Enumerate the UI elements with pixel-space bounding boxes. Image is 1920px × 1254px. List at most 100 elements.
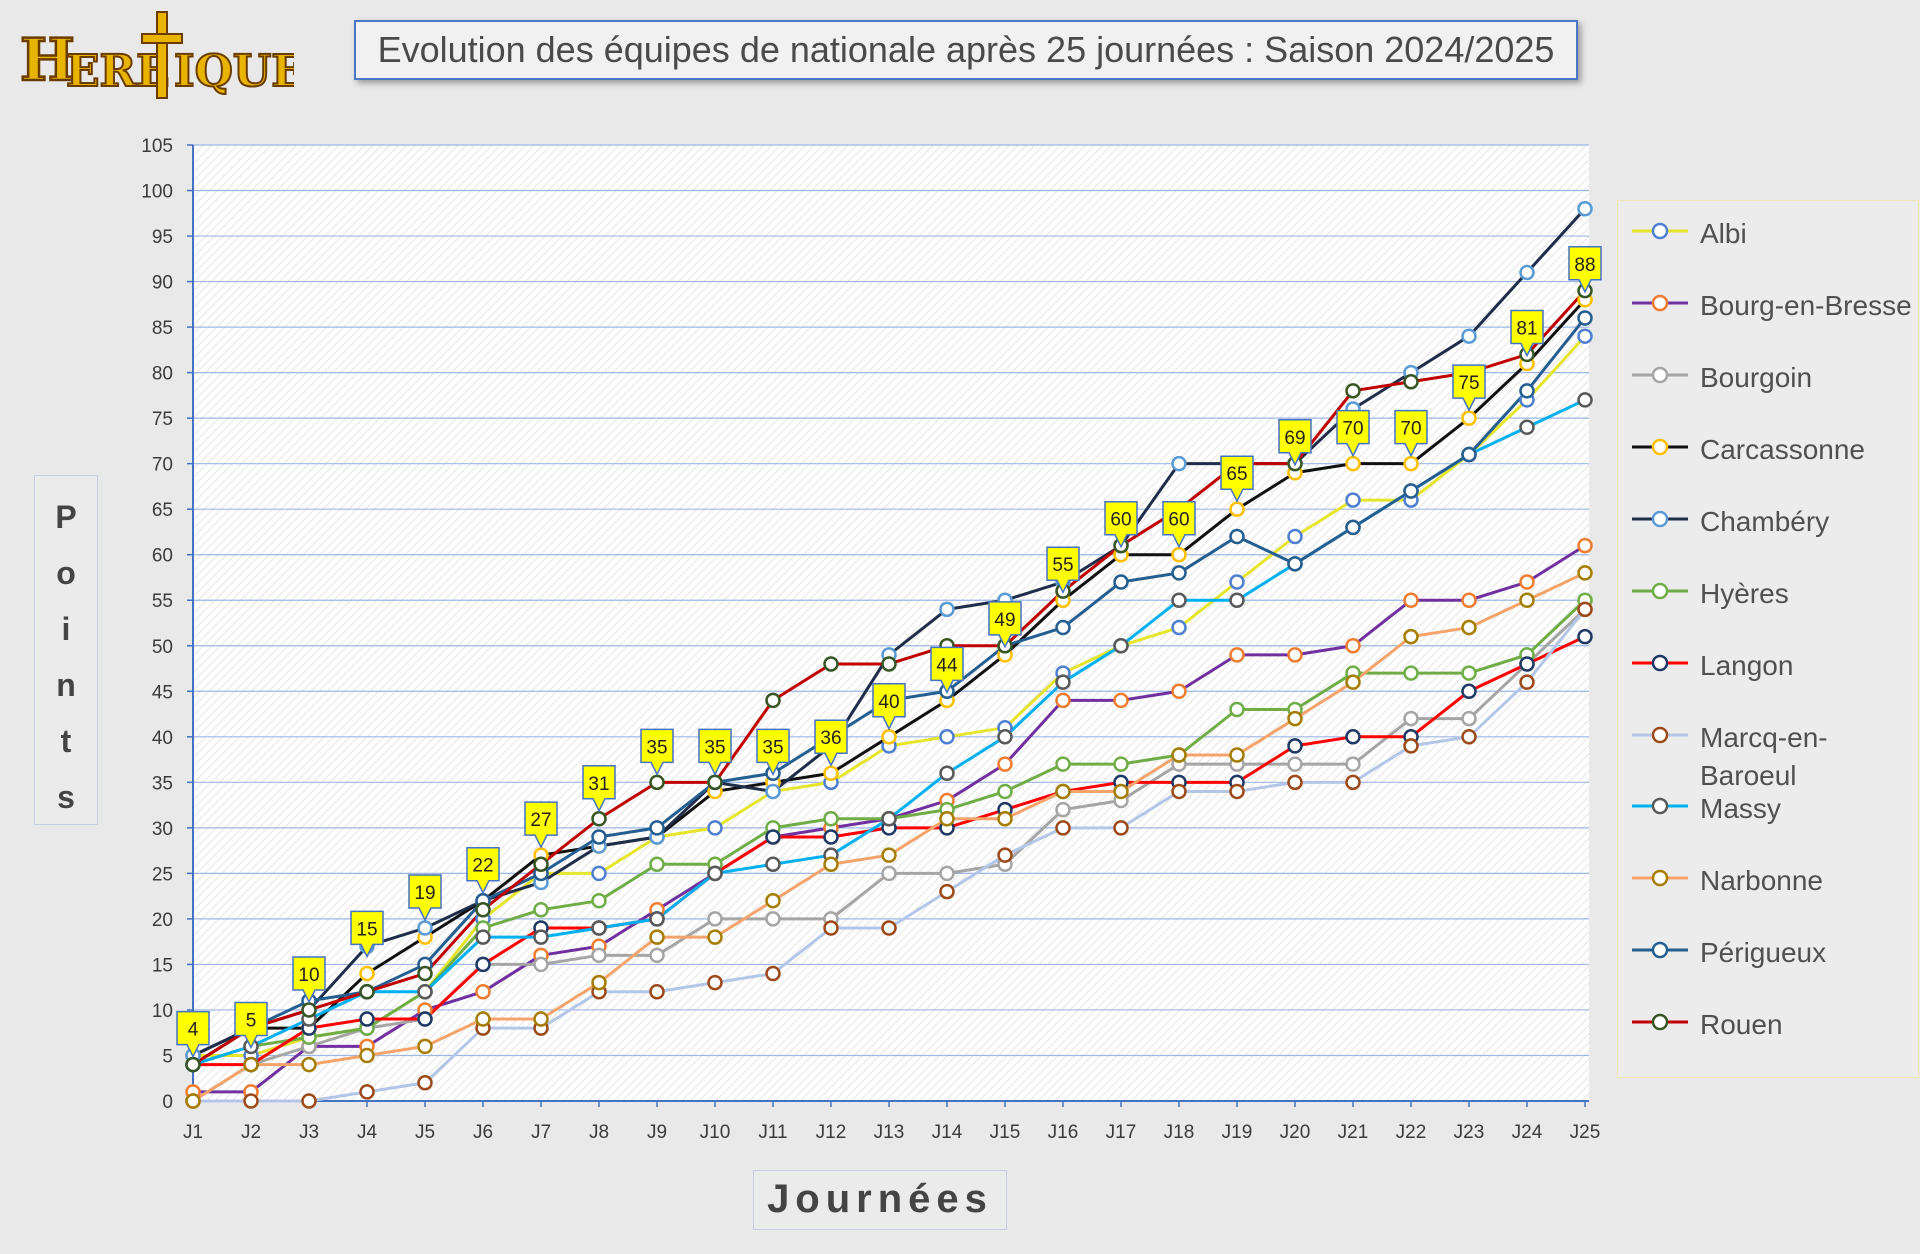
- data-point: [1287, 647, 1303, 663]
- legend-swatch: [1632, 941, 1688, 959]
- callout-box: [1336, 409, 1370, 458]
- x-tick-label: J10: [700, 1122, 731, 1143]
- data-point: [823, 856, 839, 873]
- data-point: [533, 929, 549, 945]
- data-point: [185, 1093, 201, 1109]
- y-tick-label: 95: [152, 227, 173, 248]
- data-point: [707, 820, 723, 836]
- data-point: [1519, 264, 1535, 281]
- y-tick-label: 10: [152, 1001, 173, 1022]
- data-point: [765, 829, 781, 845]
- data-point: [1461, 619, 1477, 636]
- callout-label: 22: [472, 856, 493, 877]
- data-point: [533, 902, 549, 918]
- data-point: [997, 756, 1013, 772]
- data-point: [1229, 783, 1245, 800]
- data-point: [823, 811, 839, 827]
- legend-item: Périgueux: [1628, 930, 1918, 970]
- callout-label: 40: [878, 692, 899, 713]
- data-point: [1403, 738, 1419, 754]
- callout-label: 35: [704, 737, 725, 758]
- callout-box: [1046, 546, 1080, 594]
- svg-text:H: H: [20, 26, 75, 94]
- y-tick-label: 65: [152, 500, 173, 521]
- callout-label: 69: [1284, 428, 1305, 449]
- y-tick-label: 80: [152, 364, 173, 385]
- data-point: [649, 820, 665, 836]
- x-axis-title: Journées: [767, 1177, 993, 1221]
- data-point: [765, 783, 781, 800]
- data-point: [881, 656, 897, 672]
- x-tick-label: J24: [1512, 1122, 1543, 1143]
- legend-item: Albi: [1628, 211, 1918, 251]
- data-point: [707, 865, 723, 882]
- y-tick-label: 25: [152, 864, 173, 885]
- data-point: [591, 947, 607, 964]
- y-axis-title-letter: n: [56, 667, 76, 703]
- callout-box: [1452, 364, 1486, 412]
- data-point: [1519, 383, 1535, 399]
- data-point: [243, 1056, 259, 1073]
- data-point: [1113, 638, 1129, 654]
- x-tick-label: J8: [589, 1122, 609, 1143]
- data-point: [1577, 328, 1593, 344]
- data-point: [1403, 483, 1419, 499]
- data-point: [1403, 373, 1419, 390]
- data-point: [1287, 738, 1303, 754]
- x-tick-label: J16: [1048, 1122, 1079, 1143]
- data-point: [1345, 519, 1361, 536]
- legend-swatch: [1632, 797, 1688, 815]
- callout-box: [640, 728, 674, 777]
- legend-swatch: [1632, 869, 1688, 887]
- callout-label: 15: [356, 919, 377, 940]
- data-point: [1345, 674, 1361, 690]
- callout-label: 44: [936, 655, 958, 676]
- data-point: [1461, 446, 1477, 463]
- x-tick-label: J23: [1454, 1122, 1485, 1143]
- data-point: [1171, 783, 1187, 800]
- callout-label: 4: [188, 1020, 199, 1041]
- data-point: [1403, 628, 1419, 645]
- x-tick-label: J25: [1570, 1122, 1601, 1143]
- data-point: [1461, 665, 1477, 681]
- legend: Albi Bourg-en-Bresse Bourgoin Carcassonne Ch…: [1617, 200, 1919, 1078]
- legend-item: Chambéry: [1628, 499, 1918, 539]
- legend-label: Périgueux: [1700, 937, 1827, 968]
- y-tick-label: 5: [162, 1046, 173, 1067]
- legend-label: Massy: [1700, 793, 1781, 824]
- y-tick-label: 100: [141, 182, 173, 203]
- legend-swatch: [1632, 582, 1688, 600]
- callout-box: [176, 1010, 210, 1059]
- data-point: [649, 774, 665, 791]
- data-point: [1113, 820, 1129, 836]
- legend-swatch: [1632, 438, 1688, 456]
- legend-swatch: [1632, 294, 1688, 312]
- x-tick-label: J17: [1106, 1122, 1137, 1143]
- callout-label: 27: [530, 810, 551, 831]
- legend-swatch-marker: [1651, 582, 1669, 600]
- callout-label: 60: [1168, 510, 1189, 531]
- data-point: [1229, 592, 1245, 608]
- callout-box: [582, 765, 616, 813]
- data-point: [1055, 674, 1071, 690]
- data-point: [475, 1011, 491, 1027]
- data-point: [1577, 392, 1593, 408]
- legend-label: Bourg-en-Bresse: [1700, 290, 1912, 321]
- legend-item: Rouen: [1628, 1002, 1918, 1042]
- x-tick-label: J9: [647, 1122, 667, 1143]
- legend-swatch-marker: [1651, 1013, 1669, 1031]
- data-point: [649, 856, 665, 873]
- y-tick-label: 75: [152, 409, 173, 430]
- callout-box: [698, 728, 732, 777]
- callout-label: 49: [994, 610, 1015, 631]
- data-point: [1461, 328, 1477, 344]
- data-point: [1577, 310, 1593, 326]
- x-axis-label-box: [753, 1170, 1007, 1230]
- data-point: [359, 1011, 375, 1027]
- legend-label: Langon: [1700, 650, 1794, 681]
- legend-label: Narbonne: [1700, 865, 1823, 896]
- data-point: [1577, 537, 1593, 554]
- callout-label: 5: [246, 1010, 257, 1031]
- svg-text:IQUES: IQUES: [174, 46, 294, 97]
- data-point: [417, 1011, 433, 1027]
